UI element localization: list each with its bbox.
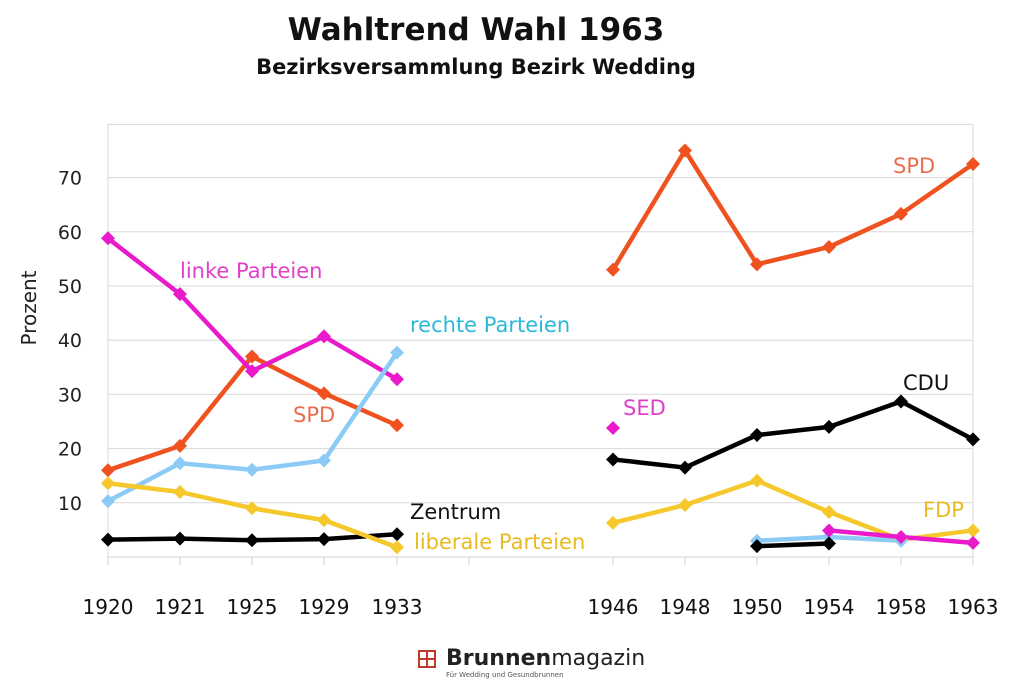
liberale-parteien-point: [317, 513, 331, 528]
spd-point: [678, 143, 692, 158]
x-tick-label: 1925: [227, 595, 278, 619]
zentrum-point: [390, 527, 404, 542]
cdu-point: [894, 394, 908, 409]
zentrum-point: [245, 533, 259, 548]
liberale-parteien-point: [173, 484, 187, 499]
label-spd-left: SPD: [293, 403, 335, 427]
grid-lines: [108, 123, 973, 504]
zentrum-point: [101, 532, 115, 547]
linke-parteien-point: [245, 364, 259, 379]
series-11-line: [756, 541, 830, 549]
series-10-point: [822, 523, 836, 538]
rechte-parteien-point: [390, 345, 404, 360]
spd-line: [611, 148, 975, 271]
cdu-point: [678, 460, 692, 475]
series-points: [101, 143, 980, 555]
y-tick-label: 40: [58, 330, 82, 352]
label-linke-parteien: linke Parteien: [180, 259, 322, 283]
label-sed: SED: [623, 396, 666, 420]
cdu-point: [966, 432, 980, 447]
series-11-point: [822, 536, 836, 551]
logo-brand: Brunnen: [446, 646, 552, 671]
series-lines: [106, 148, 975, 550]
cdu-line: [612, 399, 975, 470]
x-tick-label: 1948: [660, 595, 711, 619]
chart-title: Wahltrend Wahl 1963: [287, 12, 665, 48]
x-tick-label: 1954: [804, 595, 855, 619]
x-tick-label: 1929: [299, 595, 350, 619]
liberale-parteien-point: [390, 540, 404, 555]
spd-point: [750, 257, 764, 272]
series-11-point: [750, 539, 764, 554]
liberale-parteien-point: [966, 523, 980, 538]
brunnenmagazin-logo: Brunnenmagazin Für Wedding und Gesundbru…: [418, 646, 645, 682]
linke-parteien-point: [101, 231, 115, 246]
liberale-parteien-point: [750, 473, 764, 488]
y-tick-label: 30: [58, 384, 82, 406]
x-tick-label: 1950: [732, 595, 783, 619]
spd-point: [101, 463, 115, 478]
linke-parteien-point: [317, 329, 331, 344]
rechte-parteien-point: [101, 494, 115, 509]
logo-wordmark: Brunnenmagazin: [446, 646, 645, 672]
y-tick-label: 70: [58, 168, 82, 190]
y-axis-label: Prozent: [17, 270, 41, 345]
series-10-point: [966, 535, 980, 550]
x-tick-label: 1946: [588, 595, 639, 619]
sed-point: [606, 421, 620, 436]
liberale-parteien-point: [822, 505, 836, 520]
label-fdp: FDP: [923, 498, 964, 522]
cdu-point: [822, 419, 836, 434]
label-rechte-parteien: rechte Parteien: [410, 313, 570, 337]
y-tick-label: 10: [58, 493, 82, 515]
label-spd-right: SPD: [893, 154, 935, 178]
series-labels: SPD SPD linke Parteien rechte Parteien Zentr…: [180, 154, 964, 554]
spd-point: [390, 418, 404, 433]
liberale-parteien-point: [678, 497, 692, 512]
x-tick-label: 1933: [372, 595, 423, 619]
rechte-parteien-point: [173, 456, 187, 471]
cdu-point: [606, 452, 620, 467]
chart-subtitle: Bezirksversammlung Bezirk Wedding: [256, 55, 696, 79]
y-tick-label: 50: [58, 276, 82, 298]
label-liberale-parteien: liberale Parteien: [414, 530, 585, 554]
zentrum-point: [317, 532, 331, 547]
label-cdu: CDU: [903, 371, 949, 395]
spd-point: [606, 262, 620, 277]
y-tick-label: 60: [58, 222, 82, 244]
liberale-parteien-point: [245, 501, 259, 516]
spd-point: [894, 206, 908, 221]
x-tick-label: 1921: [155, 595, 206, 619]
rechte-parteien-point: [245, 462, 259, 477]
series-10-point: [894, 529, 908, 544]
linke-parteien-point: [173, 287, 187, 302]
label-zentrum: Zentrum: [410, 500, 501, 524]
liberale-parteien-line: [612, 478, 974, 542]
cdu-point: [750, 428, 764, 443]
logo-suffix: magazin: [551, 646, 646, 671]
x-tick-labels: 1920 1921 1925 1929 1933 1946 1948 1950 1954 1958…: [83, 595, 999, 619]
spd-point: [822, 239, 836, 254]
x-tick-label: 1958: [876, 595, 927, 619]
linke-parteien-point: [390, 372, 404, 387]
logo-tagline: Für Wedding und Gesundbrunnen: [446, 671, 564, 679]
spd-point: [317, 386, 331, 401]
rechte-parteien-point: [317, 453, 331, 468]
axes: [107, 124, 974, 565]
x-tick-label: 1920: [83, 595, 134, 619]
y-tick-labels: 10 20 30 40 50 60 70: [58, 168, 82, 515]
y-tick-label: 20: [58, 439, 82, 461]
x-tick-label: 1963: [948, 595, 999, 619]
window-icon: [418, 650, 436, 668]
spd-point: [173, 438, 187, 453]
zentrum-point: [173, 531, 187, 546]
spd-point: [245, 349, 259, 364]
liberale-parteien-point: [606, 515, 620, 530]
spd-point: [966, 157, 980, 172]
liberale-parteien-point: [101, 476, 115, 491]
